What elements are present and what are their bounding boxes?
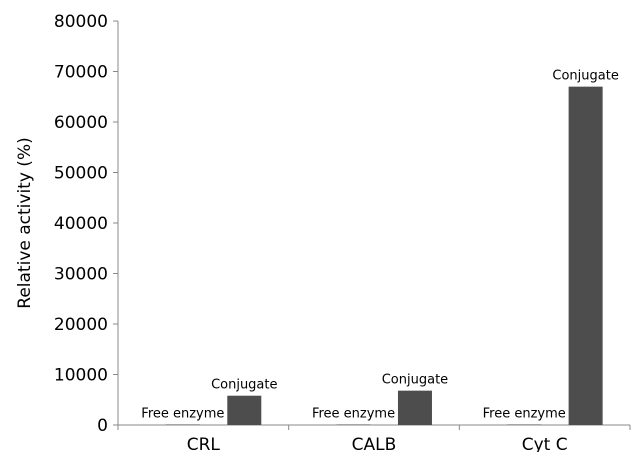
data-label: Free enzyme [312,406,395,421]
y-tick-label: 0 [97,416,108,436]
bar [568,86,603,426]
y-tick-label: 70000 [54,63,108,83]
data-label: Conjugate [211,378,277,393]
data-label: Free enzyme [483,406,566,421]
bar [165,424,200,425]
bar [227,395,262,425]
x-tick-label: Cyt C [522,435,568,452]
y-tick-label: 40000 [54,214,108,234]
y-tick-label: 80000 [54,12,108,32]
bars [165,86,603,426]
bar [397,390,432,425]
x-axis: CRL CALB Cyt C [117,424,631,452]
data-labels: Free enzyme Free enzyme Free enzyme Conjuga… [141,69,619,422]
data-label: Free enzyme [141,406,224,421]
bar [507,424,542,425]
y-tick-label: 10000 [54,366,108,386]
y-axis: 0 10000 20000 30000 40000 50000 60000 70000 8000… [54,12,119,436]
data-label: Conjugate [382,373,448,388]
y-tick-label: 30000 [54,265,108,285]
x-tick-label: CALB [352,435,397,452]
x-tick-label: CRL [187,435,221,452]
y-tick-label: 20000 [54,315,108,335]
y-tick-label: 50000 [54,164,108,184]
data-label: Conjugate [552,69,618,84]
bar [336,424,371,425]
y-axis-label: Relative activity (%) [15,137,35,308]
y-tick-label: 60000 [54,113,108,133]
